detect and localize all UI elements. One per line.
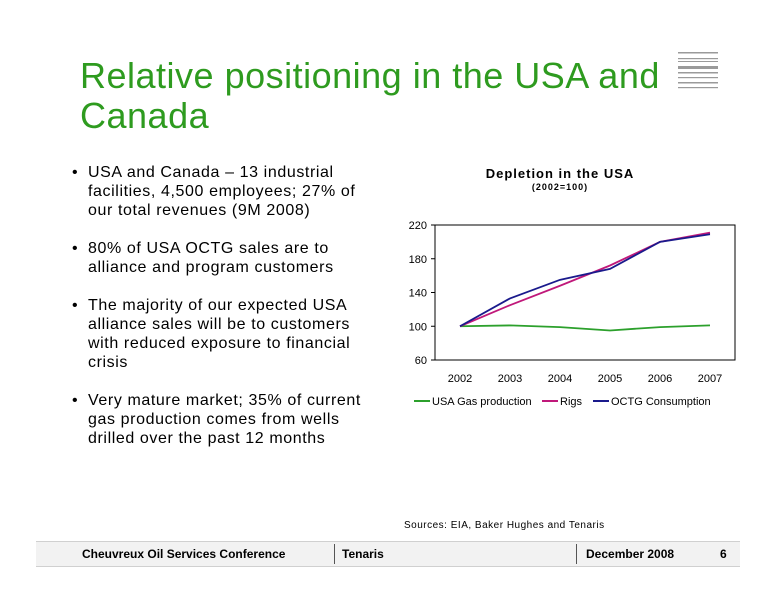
footer-divider (576, 544, 577, 564)
chart-subtitle: (2002=100) (531, 182, 589, 192)
tenaris-logo-icon (678, 52, 718, 89)
x-tick-label: 2004 (548, 373, 572, 385)
y-tick-label: 60 (415, 355, 427, 367)
footer-company: Tenaris (342, 547, 384, 561)
bullet-item: The majority of our expected USA allianc… (70, 296, 370, 372)
depletion-line-chart: 60 100 140 180 220 2002 2003 2004 2005 2006 2007 US… (409, 220, 736, 408)
legend-label: OCTG Consumption (611, 396, 711, 408)
y-tick-label: 140 (409, 288, 427, 300)
y-tick-label: 220 (409, 220, 427, 232)
series-line-octg-consumption (459, 233, 711, 328)
y-tick-label: 180 (409, 254, 427, 266)
x-tick-label: 2005 (598, 373, 622, 385)
x-tick-label: 2002 (448, 373, 472, 385)
plot-area-frame (434, 224, 736, 361)
x-tick-label: 2003 (498, 373, 522, 385)
bullet-item: 80% of USA OCTG sales are to alliance an… (70, 239, 370, 277)
bullet-list: USA and Canada – 13 industrial facilitie… (70, 163, 370, 467)
footer-bar: Cheuvreux Oil Services Conference Tenari… (36, 541, 740, 567)
footer-conference: Cheuvreux Oil Services Conference (82, 547, 286, 561)
chart-title: Depletion in the USA (485, 166, 635, 181)
series-line-rigs (459, 231, 711, 328)
slide-title: Relative positioning in the USA and Cana… (80, 55, 660, 136)
sources-note: Sources: EIA, Baker Hughes and Tenaris (404, 520, 605, 531)
legend-label: USA Gas production (432, 396, 532, 408)
bullet-item: Very mature market; 35% of current gas p… (70, 391, 370, 448)
footer-divider (334, 544, 335, 564)
legend-label: Rigs (560, 396, 583, 408)
x-tick-label: 2007 (698, 373, 722, 385)
x-tick-label: 2006 (648, 373, 672, 385)
footer-page-number: 6 (720, 547, 727, 561)
series-line-usa-gas-production (459, 324, 711, 332)
y-tick-label: 100 (409, 321, 427, 333)
bullet-item: USA and Canada – 13 industrial facilitie… (70, 163, 370, 220)
footer-date: December 2008 (586, 547, 675, 561)
